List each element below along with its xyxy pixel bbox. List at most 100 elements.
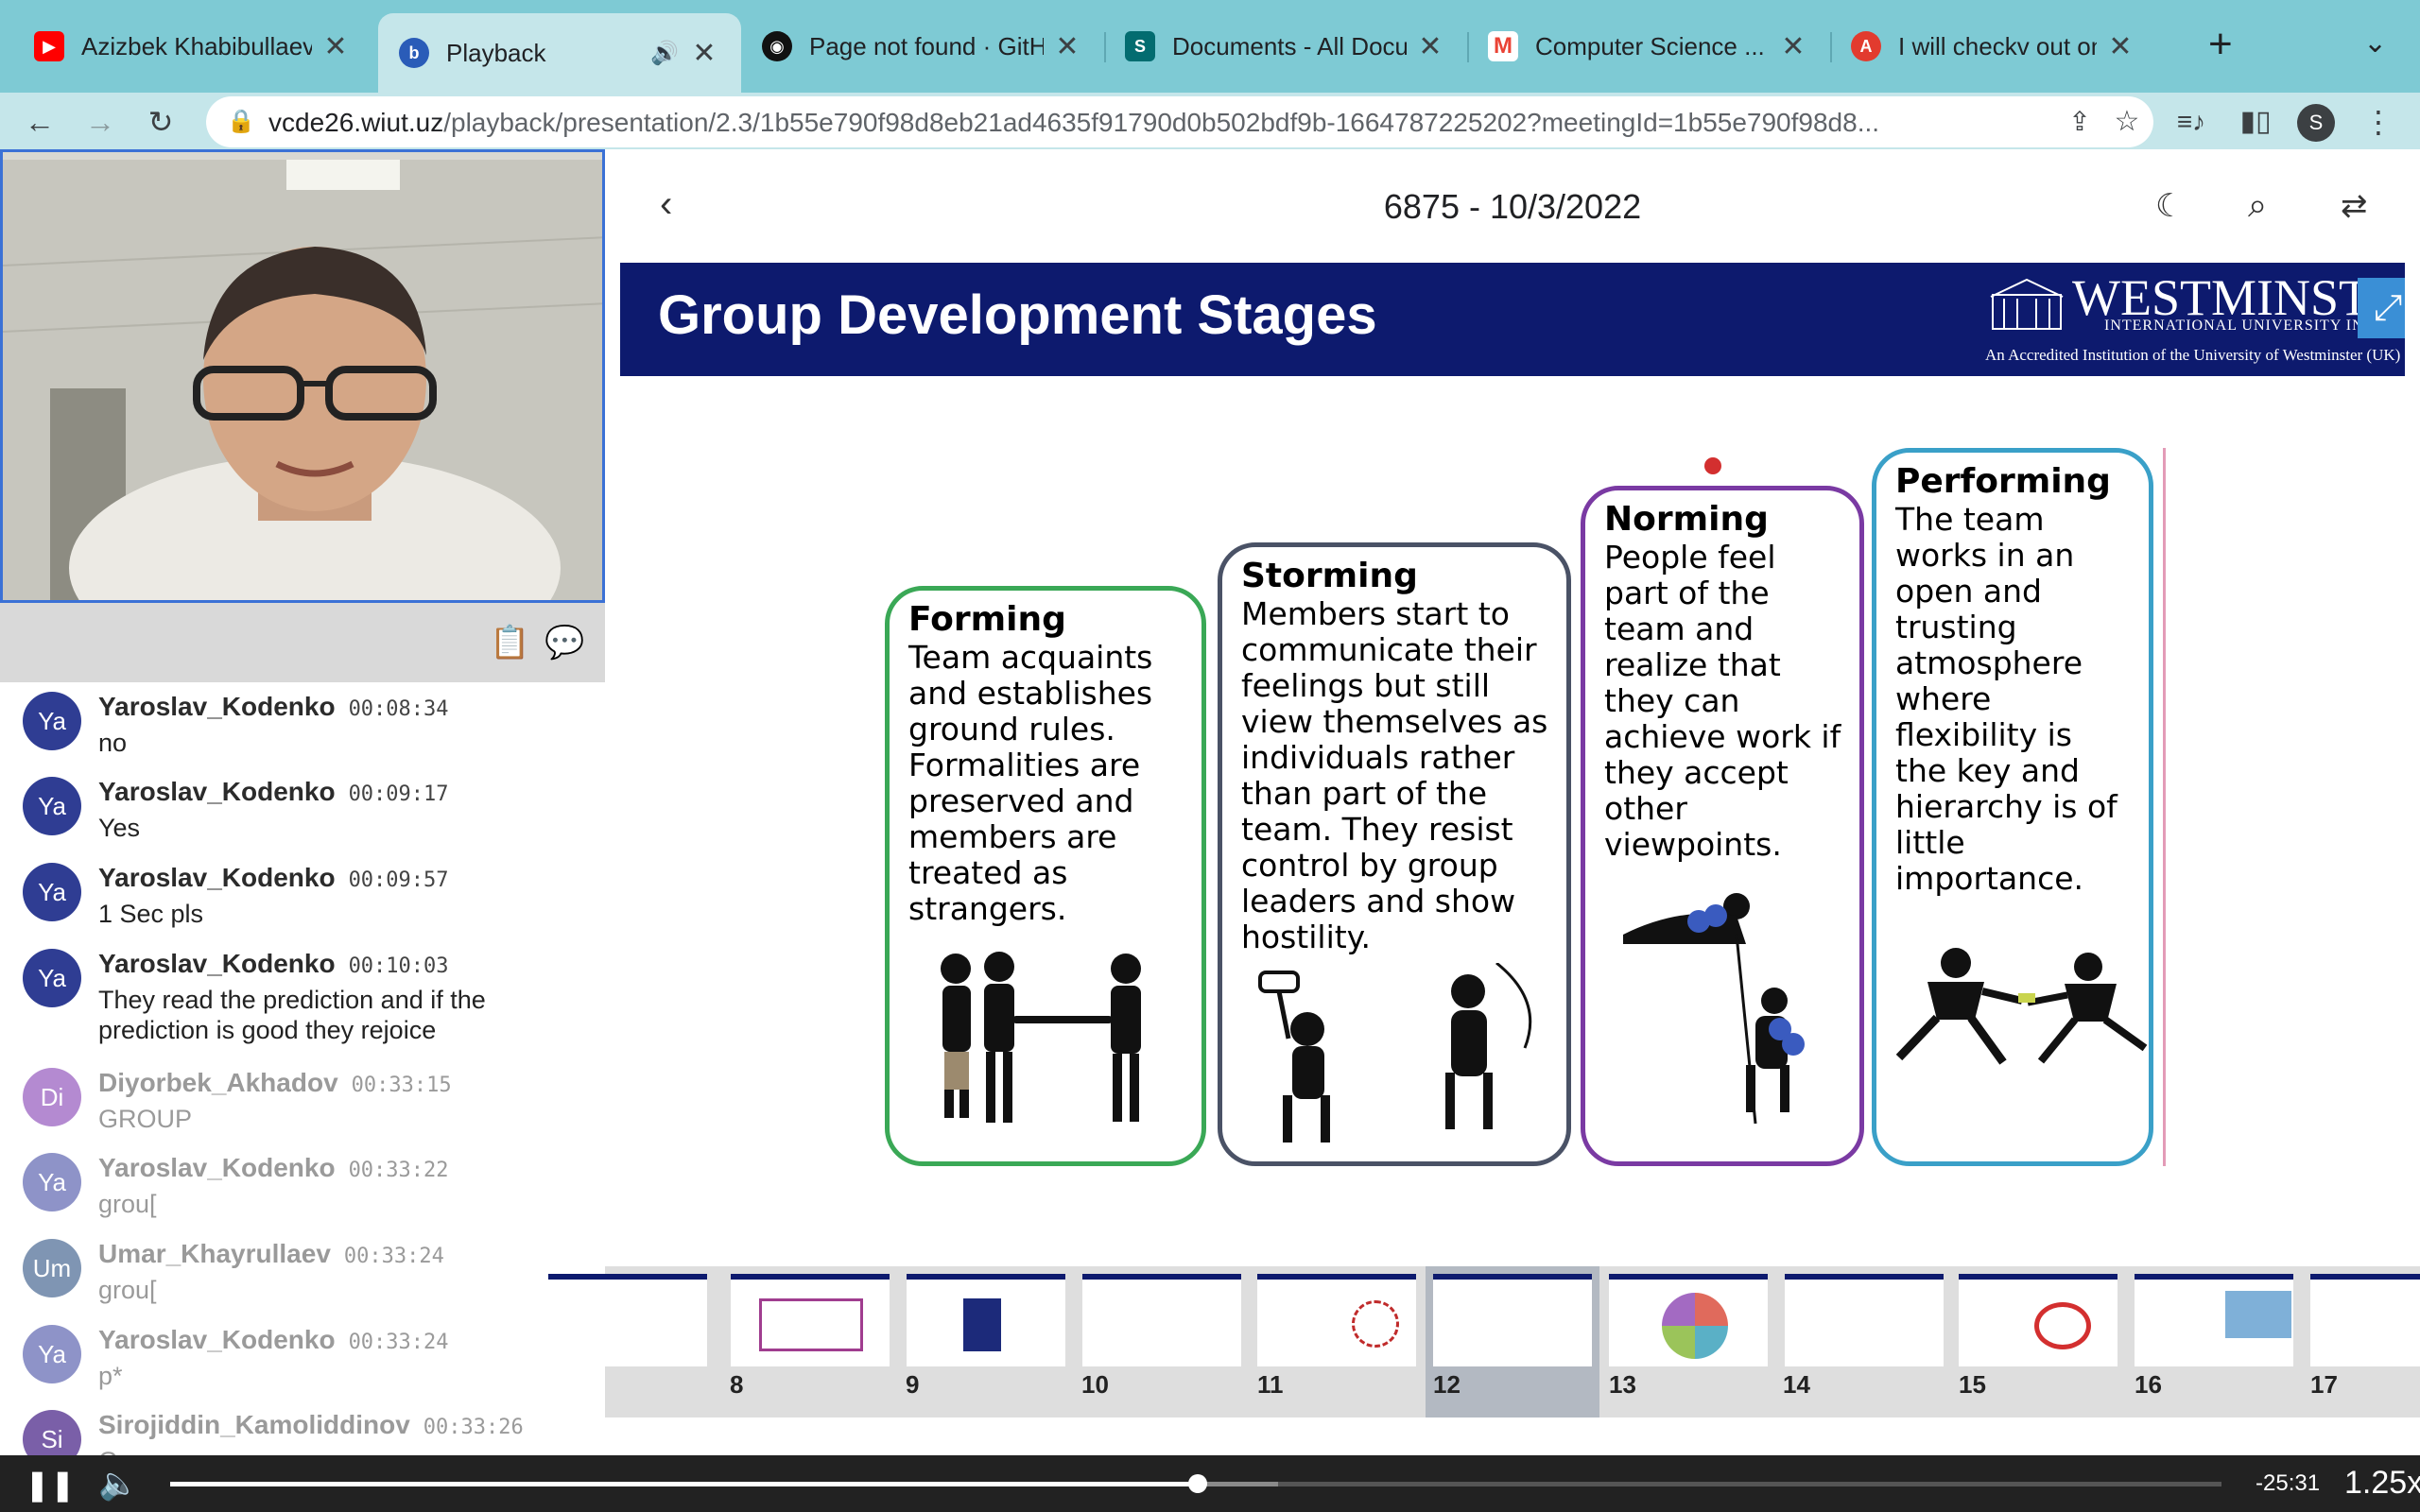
volume-icon[interactable]: 🔈 — [98, 1466, 139, 1502]
side-panel-icon[interactable]: ▮▯ — [2239, 106, 2272, 137]
slide-thumbnail[interactable] — [548, 1274, 707, 1366]
chat-panel[interactable]: Ya Yaroslav_Kodenko 00:08:34 no Ya Yarosl… — [0, 682, 605, 1455]
fullscreen-expand-icon[interactable]: ⤢ — [2358, 278, 2405, 338]
profile-avatar[interactable]: S — [2297, 104, 2335, 142]
browser-tab-active[interactable]: b Playback 🔊 ✕ — [378, 13, 741, 93]
close-tab-icon[interactable]: ✕ — [1781, 30, 1806, 62]
slide-thumbnail[interactable] — [2310, 1274, 2420, 1366]
slide-thumbnail[interactable] — [1785, 1274, 1944, 1366]
tab-search-chevron-icon[interactable]: ⌄ — [2363, 27, 2388, 59]
browser-tab[interactable]: ◉ Page not found · GitHub ✕ — [741, 17, 1104, 76]
dark-mode-moon-icon[interactable]: ☾ — [2155, 188, 2185, 224]
chat-username: Yaroslav_Kodenko 00:09:57 — [98, 863, 449, 893]
message-time: 00:33:24 — [343, 1245, 444, 1268]
slide: Group Development Stages WESTMINSTER INT… — [620, 263, 2405, 1227]
slide-thumbnail[interactable] — [1433, 1274, 1592, 1366]
browser-menu-icon[interactable]: ⋮ — [2363, 105, 2394, 139]
seek-handle[interactable] — [1188, 1474, 1208, 1493]
logo-tagline: An Accredited Institution of the Univers… — [1985, 346, 2401, 364]
message-text: p* — [98, 1362, 123, 1390]
username-text: Diyorbek_Akhadov — [98, 1068, 338, 1097]
notes-icon[interactable]: 📋 — [490, 625, 530, 661]
close-tab-icon[interactable]: ✕ — [2108, 30, 2133, 62]
slide-thumbnail[interactable] — [2135, 1274, 2293, 1366]
webcam-video[interactable] — [0, 149, 605, 603]
playback-speed-button[interactable]: 1.25x — [2344, 1465, 2420, 1501]
browser-toolbar: ← → ↻ 🔒 vcde26.wiut.uz/playback/presenta… — [0, 93, 2420, 151]
chevron-left-icon[interactable]: ‹ — [660, 183, 673, 225]
bookmark-star-icon[interactable]: ☆ — [2114, 106, 2140, 137]
people-handshake-illustration — [941, 952, 1141, 1123]
slide-edge-line — [2163, 448, 2166, 1166]
thumbnail-number: 11 — [1257, 1370, 1284, 1399]
username-text: Yaroslav_Kodenko — [98, 692, 336, 721]
thumbnail-graphic — [2034, 1302, 2091, 1349]
close-tab-icon[interactable]: ✕ — [692, 37, 717, 69]
bigbluebutton-icon: b — [399, 38, 429, 68]
tab-title: Computer Science ... - — [1535, 31, 1770, 60]
slide-header: Group Development Stages WESTMINSTER INT… — [620, 263, 2405, 376]
back-arrow-icon[interactable]: ← — [25, 105, 55, 139]
presenter-pointer-dot — [1704, 457, 1721, 474]
audio-playing-icon[interactable]: 🔊 — [650, 40, 679, 66]
browser-tab[interactable]: ▶ Azizbek Khabibullaev - ✕ — [13, 17, 372, 76]
slide-thumbnail[interactable] — [907, 1274, 1065, 1366]
slide-thumbnail[interactable] — [1609, 1274, 1768, 1366]
tab-separator — [1104, 32, 1106, 62]
forward-arrow-icon[interactable]: → — [85, 105, 115, 139]
browser-tab[interactable]: A I will checkv out once ✕ — [1830, 17, 2157, 76]
app-icon: A — [1851, 31, 1881, 61]
stage-text: The team works in an open and trusting a… — [1895, 501, 2118, 897]
slide-thumbnail[interactable] — [1082, 1274, 1241, 1366]
user-avatar: Di — [23, 1068, 81, 1126]
message-text: Yes — [98, 814, 141, 842]
close-tab-icon[interactable]: ✕ — [1418, 30, 1443, 62]
stage-title: Forming — [908, 600, 1066, 639]
stage-text: Members start to communicate their feeli… — [1241, 595, 1548, 955]
user-avatar: Ya — [23, 1325, 81, 1383]
slide-thumbnail[interactable] — [1257, 1274, 1416, 1366]
username-text: Yaroslav_Kodenko — [98, 1153, 336, 1182]
browser-tab[interactable]: M Computer Science ... - ✕ — [1467, 17, 1830, 76]
chat-username: Yaroslav_Kodenko 00:09:17 — [98, 777, 449, 807]
close-tab-icon[interactable]: ✕ — [323, 30, 348, 62]
user-avatar: Ya — [23, 692, 81, 750]
relay-baton-illustration — [1895, 948, 2148, 1065]
chat-username: Yaroslav_Kodenko 00:33:22 — [98, 1153, 449, 1183]
username-text: Yaroslav_Kodenko — [98, 949, 336, 978]
share-icon[interactable]: ⇪ — [2068, 107, 2091, 136]
chat-bubbles-icon[interactable]: 💬 — [544, 625, 585, 661]
chat-username: Umar_Khayrullaev 00:33:24 — [98, 1239, 444, 1269]
stage-card-storming: Storming Members start to communicate th… — [1218, 542, 1571, 1166]
thumbnail-graphic — [1662, 1293, 1728, 1359]
chat-username: Sirojiddin_Kamoliddinov 00:33:26 — [98, 1410, 524, 1440]
browser-tab[interactable]: S Documents - All Docum ✕ — [1104, 17, 1467, 76]
thumbnail-graphic — [1352, 1300, 1399, 1348]
media-queue-icon[interactable]: ≡♪ — [2176, 107, 2206, 136]
slide-thumbnail[interactable] — [731, 1274, 890, 1366]
new-tab-plus-icon[interactable]: + — [2208, 21, 2233, 67]
address-bar[interactable]: 🔒 vcde26.wiut.uz/playback/presentation/2… — [206, 96, 2153, 147]
chat-username: Yaroslav_Kodenko 00:33:24 — [98, 1325, 449, 1355]
pause-icon[interactable]: ❚❚ — [25, 1468, 76, 1502]
presenter-video-frame — [3, 152, 602, 600]
message-text: no — [98, 729, 128, 757]
tab-title: Azizbek Khabibullaev - — [81, 31, 312, 60]
message-time: 00:33:22 — [348, 1159, 449, 1182]
slide-thumbnails-strip[interactable]: 8 9 10 11 12 13 14 15 16 17 — [548, 1266, 2420, 1418]
reload-icon[interactable]: ↻ — [147, 105, 174, 139]
message-time: 00:09:57 — [348, 868, 449, 892]
swap-layout-icon[interactable]: ⇄ — [2341, 188, 2368, 224]
username-text: Yaroslav_Kodenko — [98, 863, 336, 892]
user-avatar: Si — [23, 1410, 81, 1455]
message-time: 00:10:03 — [348, 954, 449, 978]
url-path: /playback/presentation/2.3/1b55e790f98d8… — [443, 108, 1880, 137]
message-text: 1 Sec pls — [98, 900, 204, 928]
stage-card-performing: Performing The team works in an open and… — [1872, 448, 2153, 1166]
thumbnail-number: 8 — [730, 1370, 744, 1399]
slide-thumbnail[interactable] — [1959, 1274, 2118, 1366]
chat-username: Diyorbek_Akhadov 00:33:15 — [98, 1068, 452, 1098]
close-tab-icon[interactable]: ✕ — [1055, 30, 1080, 62]
tab-title: I will checkv out once — [1898, 31, 2097, 60]
search-icon[interactable]: ⌕ — [2248, 185, 2268, 224]
